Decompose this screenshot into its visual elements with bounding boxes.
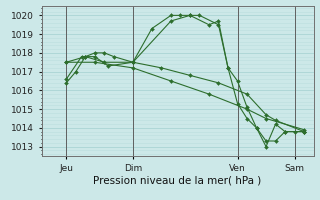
X-axis label: Pression niveau de la mer( hPa ): Pression niveau de la mer( hPa ) bbox=[93, 175, 262, 185]
